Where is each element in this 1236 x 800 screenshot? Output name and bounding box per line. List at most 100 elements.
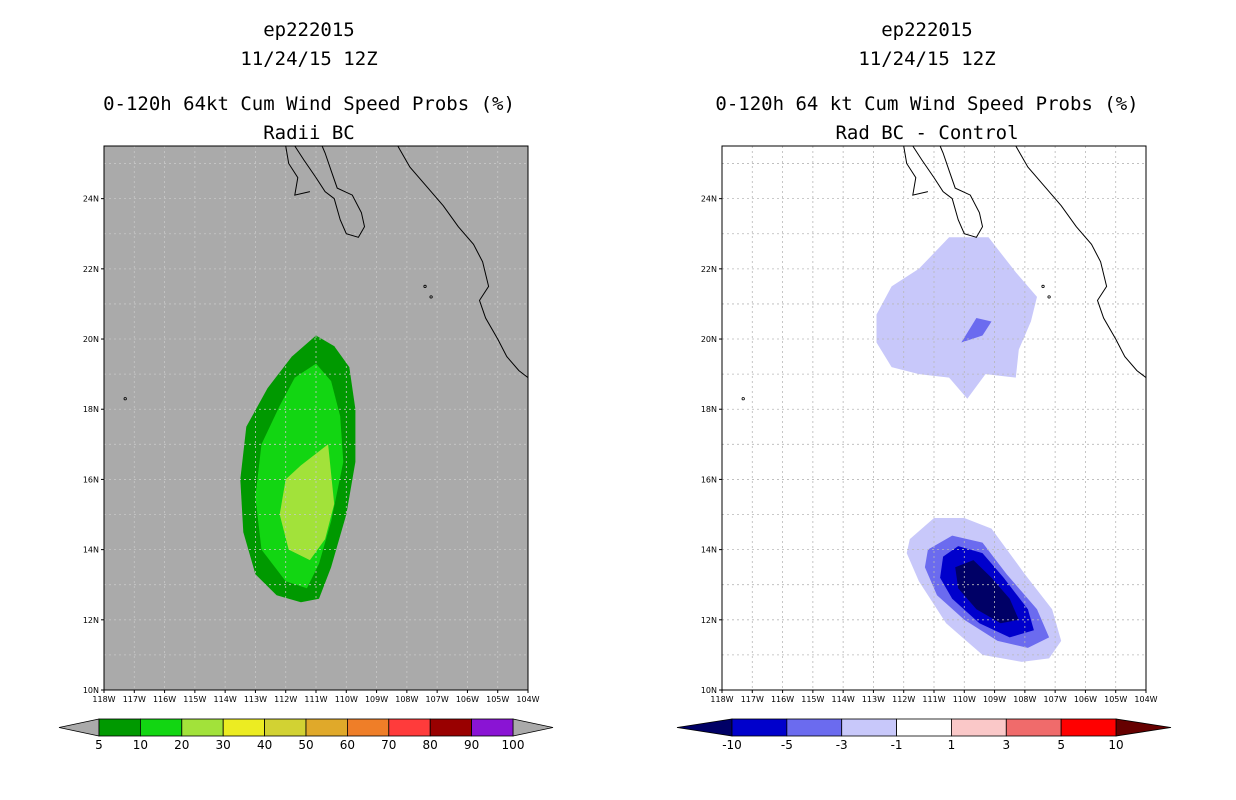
y-tick-label: 14N bbox=[83, 546, 99, 555]
colorbar: -10 -5 -3 -1 1 3 5 10 bbox=[676, 718, 1172, 752]
x-tick-label: 111W bbox=[922, 695, 945, 704]
colorbar-swatch bbox=[786, 718, 843, 737]
colorbar-low-triangle bbox=[676, 718, 733, 737]
x-tick-label: 112W bbox=[274, 695, 297, 704]
x-tick-label: 115W bbox=[801, 695, 824, 704]
x-tick-label: 112W bbox=[892, 695, 915, 704]
x-tick-label: 106W bbox=[456, 695, 479, 704]
x-tick-label: 108W bbox=[1013, 695, 1036, 704]
colorbar-swatch bbox=[98, 718, 141, 737]
colorbar-label: 5 bbox=[95, 738, 103, 752]
colorbar-label: 70 bbox=[381, 738, 396, 752]
colorbar-high-triangle bbox=[512, 718, 554, 737]
colorbar-swatch bbox=[388, 718, 431, 737]
y-tick-label: 18N bbox=[83, 405, 99, 414]
y-tick-label: 10N bbox=[701, 686, 717, 695]
colorbar-swatch bbox=[1060, 718, 1117, 737]
x-tick-label: 107W bbox=[1044, 695, 1067, 704]
y-tick-label: 20N bbox=[701, 335, 717, 344]
chart-panel-radii-bc: ep222015 11/24/15 12Z 0-120h 64kt Cum Wi… bbox=[58, 19, 554, 752]
y-tick-label: 10N bbox=[83, 686, 99, 695]
colorbar-swatch bbox=[471, 718, 514, 737]
x-tick-label: 117W bbox=[741, 695, 764, 704]
coastline-2 bbox=[1015, 145, 1147, 378]
colorbar-swatch bbox=[222, 718, 265, 737]
x-tick-label: 116W bbox=[153, 695, 176, 704]
x-tick-label: 114W bbox=[832, 695, 855, 704]
y-tick-label: 16N bbox=[83, 475, 99, 484]
y-tick-label: 24N bbox=[83, 195, 99, 204]
colorbar-label: 20 bbox=[174, 738, 189, 752]
contour-2 bbox=[279, 444, 335, 561]
colorbar-swatch bbox=[346, 718, 390, 737]
x-tick-label: 113W bbox=[862, 695, 885, 704]
island-1 bbox=[1041, 284, 1045, 288]
plot-area: 118W 117W 116W 115W 114W 113W 112W 111W 110W 109W… bbox=[83, 145, 540, 704]
colorbar-label: 1 bbox=[948, 738, 956, 752]
x-tick-label: 113W bbox=[244, 695, 267, 704]
x-tick-label: 104W bbox=[516, 695, 539, 704]
y-tick-label: 12N bbox=[83, 616, 99, 625]
x-tick-label: 110W bbox=[953, 695, 976, 704]
colorbar-label: 60 bbox=[340, 738, 355, 752]
x-tick-label: 111W bbox=[304, 695, 327, 704]
x-tick-label: 107W bbox=[426, 695, 449, 704]
colorbar-swatch bbox=[841, 718, 897, 737]
colorbar-swatch bbox=[181, 718, 224, 737]
contour-0 bbox=[876, 237, 1037, 399]
chart-subtitle: Rad BC - Control bbox=[835, 122, 1018, 144]
colorbar-label: 30 bbox=[216, 738, 231, 752]
plot-area: 118W 117W 116W 115W 114W 113W 112W 111W 110W 109W… bbox=[701, 145, 1158, 704]
colorbar-label: 90 bbox=[464, 738, 479, 752]
contour-5 bbox=[955, 560, 1019, 624]
x-tick-label: 116W bbox=[771, 695, 794, 704]
colorbar-label: -5 bbox=[781, 738, 793, 752]
x-tick-label: 109W bbox=[365, 695, 388, 704]
island-0 bbox=[741, 397, 745, 401]
storm-id: ep222015 bbox=[881, 19, 973, 41]
x-tick-label: 114W bbox=[214, 695, 237, 704]
colorbar-swatch bbox=[731, 718, 788, 737]
storm-id: ep222015 bbox=[263, 19, 355, 41]
coastline-1 bbox=[903, 145, 929, 196]
colorbar-label: 40 bbox=[257, 738, 272, 752]
island-1 bbox=[423, 284, 427, 288]
colorbar-swatch bbox=[139, 718, 183, 737]
island-2 bbox=[1047, 295, 1051, 299]
colorbar-label: -1 bbox=[891, 738, 903, 752]
y-tick-label: 20N bbox=[83, 335, 99, 344]
colorbar-high-triangle bbox=[1115, 718, 1172, 737]
chart-subtitle: Radii BC bbox=[263, 122, 355, 144]
y-tick-label: 14N bbox=[701, 546, 717, 555]
x-tick-label: 110W bbox=[335, 695, 358, 704]
colorbar-swatch bbox=[896, 718, 952, 737]
coastline-0 bbox=[294, 145, 366, 238]
x-tick-label: 106W bbox=[1074, 695, 1097, 704]
chart-title: 0-120h 64 kt Cum Wind Speed Probs (%) bbox=[715, 93, 1138, 115]
x-tick-label: 117W bbox=[123, 695, 146, 704]
x-tick-label: 118W bbox=[92, 695, 115, 704]
x-tick-label: 115W bbox=[183, 695, 206, 704]
colorbar-label: 3 bbox=[1002, 738, 1010, 752]
y-tick-label: 16N bbox=[701, 475, 717, 484]
chart-title: 0-120h 64kt Cum Wind Speed Probs (%) bbox=[103, 93, 515, 115]
x-tick-label: 109W bbox=[983, 695, 1006, 704]
contour-1 bbox=[961, 318, 992, 343]
y-tick-label: 12N bbox=[701, 616, 717, 625]
y-tick-label: 18N bbox=[701, 405, 717, 414]
colorbar-label: 10 bbox=[1108, 738, 1123, 752]
colorbar-swatch bbox=[1005, 718, 1062, 737]
colorbar-swatch bbox=[429, 718, 473, 737]
datetime: 11/24/15 12Z bbox=[858, 48, 995, 70]
colorbar-label: 80 bbox=[423, 738, 438, 752]
colorbar-label: 50 bbox=[298, 738, 313, 752]
colorbar-label: 10 bbox=[133, 738, 148, 752]
colorbar-low-triangle bbox=[58, 718, 100, 737]
colorbar: 5 10 20 30 40 50 60 70 80 90 100 bbox=[58, 718, 554, 752]
colorbar-label: 5 bbox=[1057, 738, 1065, 752]
x-tick-label: 105W bbox=[486, 695, 509, 704]
y-tick-label: 22N bbox=[83, 265, 99, 274]
colorbar-label: -3 bbox=[836, 738, 848, 752]
colorbar-swatch bbox=[264, 718, 307, 737]
x-tick-label: 104W bbox=[1134, 695, 1157, 704]
